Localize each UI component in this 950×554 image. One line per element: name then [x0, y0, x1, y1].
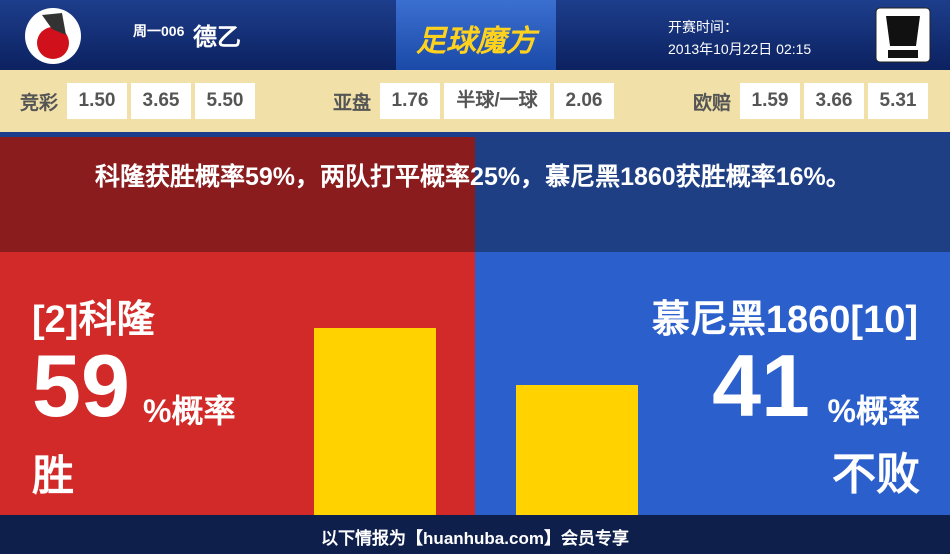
footer: 以下情报为【huanhuba.com】会员专享: [321, 529, 629, 548]
odds-label: 亚盘: [333, 93, 372, 114]
odds-value: 半球/一球: [444, 83, 550, 119]
home-pct: 59: [32, 336, 130, 435]
divider: [0, 132, 950, 137]
kickoff-time: 2013年10月22日 02:15: [668, 41, 812, 57]
odds-value: 1.59: [740, 83, 800, 119]
home-pct-suffix: %概率: [143, 393, 236, 429]
kickoff-label: 开赛时间：: [668, 19, 738, 35]
away-pct: 41: [712, 336, 810, 435]
away-bar: [516, 385, 638, 515]
summary: 科隆获胜概率59%，两队打平概率25%，慕尼黑1860获胜概率16%。: [95, 163, 851, 191]
home-verdict: 胜: [32, 452, 75, 499]
odds-label: 竞彩: [20, 93, 59, 114]
home-bar: [314, 327, 436, 515]
brand-box: [396, 0, 556, 70]
odds-value: 5.31: [868, 83, 928, 119]
summary-bg-left: [0, 137, 475, 252]
odds-value: 2.06: [554, 83, 614, 119]
away-logo: [875, 7, 931, 63]
odds-value: 1.76: [380, 83, 440, 119]
league: 德乙: [193, 24, 241, 51]
summary-bg-right: [475, 137, 950, 252]
home-logo: [25, 8, 81, 64]
odds-value: 1.50: [67, 83, 127, 119]
away-pct-suffix: %概率: [827, 393, 920, 429]
odds-label: 欧赔: [693, 93, 732, 114]
match-no: 周一006: [133, 23, 185, 39]
home-team: [2]科隆: [32, 299, 155, 341]
away-team: 慕尼黑1860[10]: [651, 299, 918, 341]
footer-bar: [0, 515, 950, 554]
odds-value: 5.50: [195, 83, 255, 119]
away-verdict: 不败: [832, 450, 920, 499]
odds-value: 3.65: [131, 83, 191, 119]
odds-value: 3.66: [804, 83, 864, 119]
brand: 足球魔方: [416, 25, 536, 58]
